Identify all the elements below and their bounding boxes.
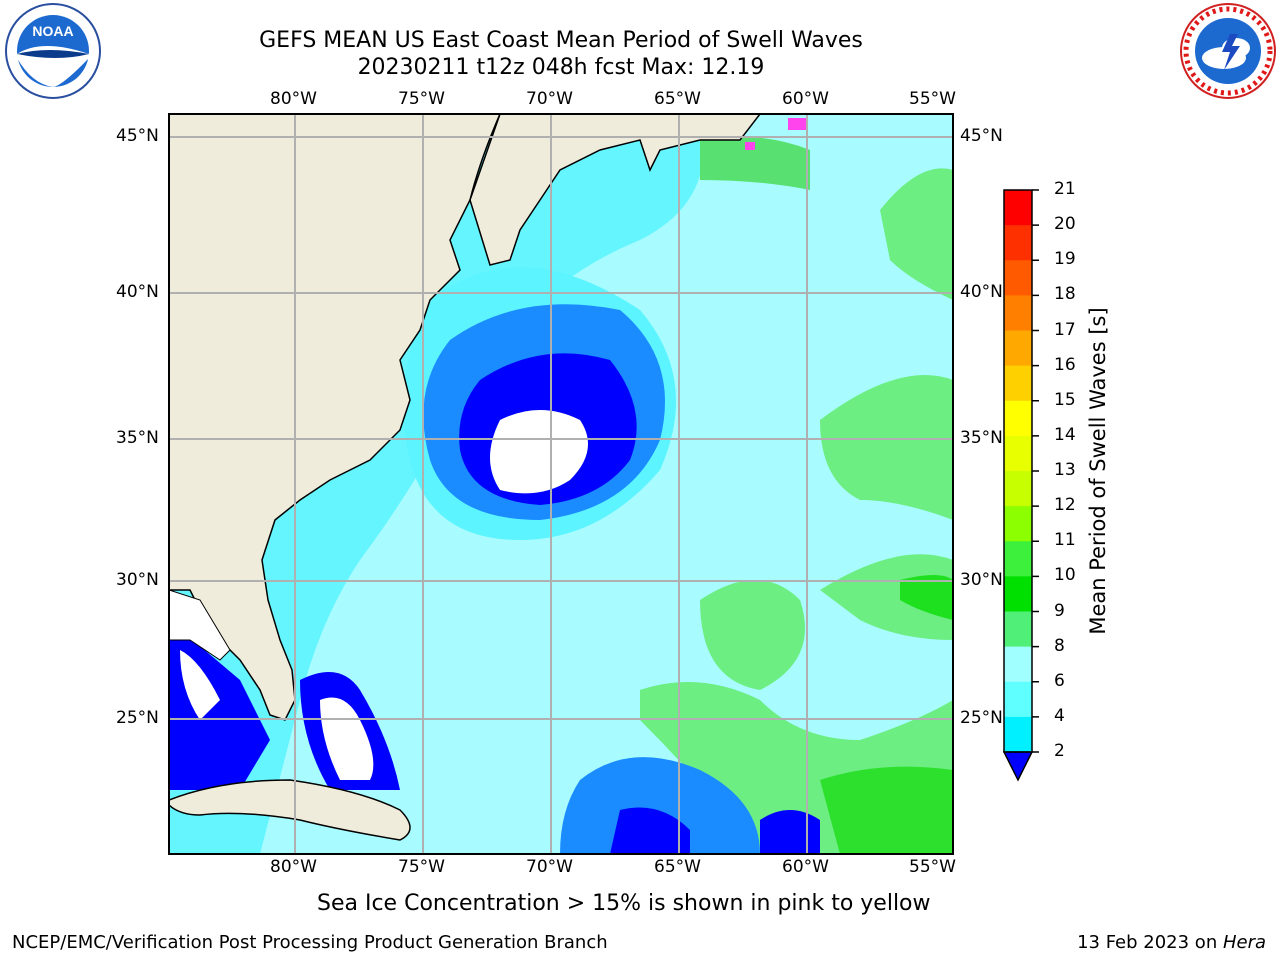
sea-ice-note: Sea Ice Concentration > 15% is shown in … — [317, 891, 931, 916]
colorbar-segment — [1004, 506, 1032, 542]
colorbar-tick-label: 21 — [1054, 179, 1076, 199]
colorbar-segment — [1004, 611, 1032, 648]
colorbar-tick-label: 6 — [1054, 670, 1065, 691]
colorbar-extend-arrow — [1002, 751, 1034, 782]
footer-date: 13 Feb 2023 on Hera — [1077, 932, 1266, 953]
colorbar-tick-label: 11 — [1054, 530, 1076, 551]
lat-tick-left: 25°N — [116, 708, 159, 728]
lat-tick-left: 40°N — [116, 282, 159, 302]
chart-title: GEFS MEAN US East Coast Mean Period of S… — [259, 28, 863, 53]
colorbar-segment — [1004, 716, 1032, 753]
colorbar-segment — [1004, 365, 1032, 402]
colorbar-segment — [1004, 471, 1032, 507]
colorbar-tick-label: 2 — [1054, 741, 1065, 761]
lat-tick-right: 45°N — [960, 126, 1003, 146]
lon-tick-top: 60°W — [782, 89, 829, 109]
lon-tick-bottom: 55°W — [909, 857, 956, 877]
lon-tick-top: 70°W — [526, 89, 573, 109]
colorbar-tick-label: 18 — [1054, 284, 1076, 305]
colorbar-tick-label: 13 — [1054, 460, 1076, 480]
lon-tick-top: 80°W — [270, 89, 317, 109]
colorbar-segment — [1004, 681, 1032, 718]
colorbar-tick-label: 8 — [1054, 635, 1065, 656]
colorbar-segment — [1004, 541, 1032, 577]
lat-tick-left: 30°N — [116, 570, 159, 590]
colorbar-tick-label: 12 — [1054, 495, 1076, 516]
colorbar-segment — [1004, 260, 1032, 296]
colorbar-tick-label: 14 — [1054, 424, 1076, 445]
noaa-logo: NOAA — [5, 3, 101, 99]
colorbar-segment — [1004, 330, 1032, 367]
lat-tick-right: 35°N — [960, 428, 1003, 448]
colorbar-segment — [1004, 646, 1032, 683]
lon-tick-bottom: 75°W — [398, 857, 445, 877]
colorbar-tick-label: 4 — [1054, 705, 1065, 726]
colorbar-tick-label: 20 — [1054, 214, 1076, 235]
colorbar-segment — [1004, 435, 1032, 472]
colorbar-segment — [1004, 225, 1032, 261]
chart-subtitle: 20230211 t12z 048h fcst Max: 12.19 — [357, 55, 765, 80]
footer-credit: NCEP/EMC/Verification Post Processing Pr… — [12, 932, 608, 953]
colorbar-segment — [1004, 400, 1032, 437]
lon-tick-top: 65°W — [654, 89, 701, 109]
lon-tick-bottom: 70°W — [526, 857, 573, 877]
colorbar-tick-label: 9 — [1054, 600, 1065, 621]
colorbar-tick-label: 10 — [1054, 565, 1076, 586]
colorbar-tick-label: 15 — [1054, 389, 1076, 410]
lat-tick-left: 45°N — [116, 126, 159, 146]
lat-tick-right: 25°N — [960, 708, 1003, 728]
lat-tick-right: 40°N — [960, 282, 1003, 302]
lat-tick-left: 35°N — [116, 428, 159, 448]
colorbar-tick-label: 17 — [1054, 319, 1076, 340]
map-plot-area — [169, 114, 953, 854]
map-frame — [168, 113, 954, 855]
colorbar-segment — [1004, 295, 1032, 331]
lon-tick-bottom: 80°W — [270, 857, 317, 877]
lon-tick-top: 55°W — [909, 89, 956, 109]
map-gridlines — [169, 114, 953, 854]
svg-text:NOAA: NOAA — [32, 23, 73, 39]
colorbar-segment — [1004, 190, 1032, 226]
colorbar — [1002, 189, 1039, 782]
colorbar-label: Mean Period of Swell Waves [s] — [1086, 307, 1110, 635]
lon-tick-bottom: 60°W — [782, 857, 829, 877]
lat-tick-right: 30°N — [960, 570, 1003, 590]
colorbar-tick-label: 16 — [1054, 354, 1076, 375]
lon-tick-bottom: 65°W — [654, 857, 701, 877]
lon-tick-top: 75°W — [398, 89, 445, 109]
national-weather-service-logo — [1180, 3, 1276, 99]
colorbar-segment — [1004, 576, 1032, 612]
colorbar-tick-label: 19 — [1054, 249, 1076, 270]
